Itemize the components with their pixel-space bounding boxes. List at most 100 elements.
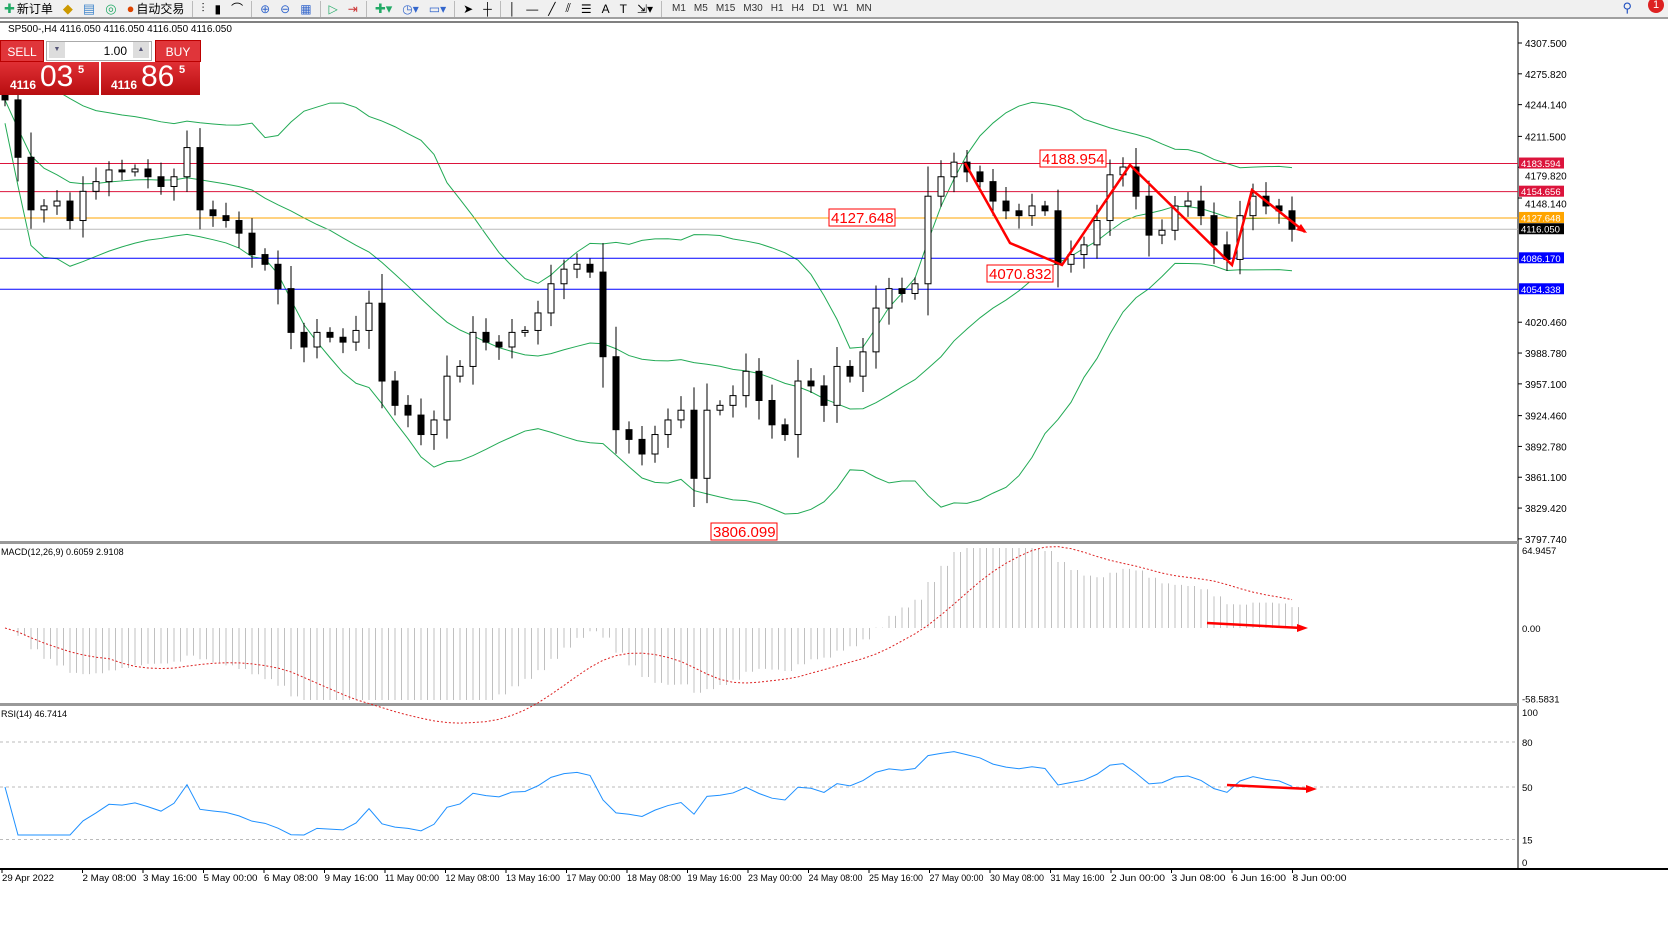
- timeframe-w1[interactable]: W1: [833, 3, 849, 14]
- new-order-button[interactable]: ✚ 新订单: [4, 0, 53, 17]
- one-click-trading-panel: SELL 1.00 ▼ ▲ BUY 4116 03 5 4116 86 5: [0, 40, 202, 95]
- candle: [599, 243, 607, 388]
- pane-separator: [0, 703, 1518, 706]
- channel-button[interactable]: ⫽: [563, 0, 572, 17]
- vertical-line-icon: │: [508, 1, 517, 16]
- macd-axis-label: 0.00: [1522, 624, 1541, 635]
- diamond-icon: ◆: [62, 0, 73, 16]
- arrows-button[interactable]: ⇲▾: [635, 0, 655, 17]
- candle-body: [1145, 195, 1153, 236]
- price-level-tag: [1519, 252, 1564, 264]
- terminal-button[interactable]: ▤: [81, 0, 97, 17]
- candle-body: [235, 220, 243, 234]
- candle-body: [79, 190, 87, 222]
- crosshair-icon: ┼: [483, 1, 492, 16]
- candle: [261, 248, 269, 271]
- candle-body: [222, 215, 230, 222]
- notification-badge[interactable]: 1: [1648, 0, 1664, 13]
- fibonacci-button[interactable]: ☰: [579, 0, 594, 17]
- sell-button[interactable]: SELL: [0, 40, 44, 62]
- candle: [456, 360, 464, 383]
- time-label: 11 May 00:00: [385, 873, 439, 884]
- vertical-line-button[interactable]: │: [507, 0, 519, 17]
- price-level-tag: [1519, 223, 1564, 235]
- price-level-label: 4183.594: [1521, 159, 1561, 170]
- candle-body: [352, 329, 360, 343]
- label-button[interactable]: T: [618, 0, 629, 17]
- candle: [92, 167, 100, 200]
- time-label: 9 May 16:00: [325, 873, 379, 884]
- tile-windows-button[interactable]: ▦: [298, 0, 313, 17]
- candle: [807, 368, 815, 393]
- candle-body: [768, 399, 776, 426]
- zoom-in-button[interactable]: ⊕: [258, 0, 272, 17]
- search-icon[interactable]: ⚲: [1622, 0, 1632, 15]
- candle: [157, 162, 165, 195]
- grid-icon: ▦: [300, 1, 312, 16]
- buy-button[interactable]: BUY: [155, 40, 201, 62]
- timeframe-m15[interactable]: M15: [715, 3, 736, 14]
- timeframe-mn[interactable]: MN: [856, 3, 872, 14]
- templates-button[interactable]: ▭▾: [427, 0, 448, 17]
- timeframe-m30[interactable]: M30: [743, 3, 763, 14]
- candle-body: [1067, 254, 1075, 265]
- timeframe-m5[interactable]: M5: [693, 3, 708, 14]
- candle-body: [365, 302, 373, 331]
- indicators-button[interactable]: ✚▾: [373, 0, 394, 17]
- candle-body: [781, 424, 789, 436]
- auto-trading-button[interactable]: ● 自动交易: [126, 1, 185, 16]
- timeframe-h4[interactable]: H4: [791, 3, 805, 14]
- cursor-button[interactable]: ➤: [461, 0, 475, 17]
- candle-body: [508, 331, 516, 348]
- horizontal-line-button[interactable]: —: [524, 0, 540, 17]
- candle: [339, 328, 347, 354]
- candle: [53, 190, 61, 215]
- chart-shift-button[interactable]: ⇥: [346, 0, 360, 17]
- time-label: 31 May 16:00: [1051, 873, 1105, 884]
- line-chart-button[interactable]: ⌒: [229, 0, 245, 17]
- rsi-line: [4, 751, 1293, 836]
- candle-body: [443, 375, 451, 421]
- macd-label: MACD(12,26,9) 0.6059 2.9108: [1, 547, 124, 557]
- horizontal-line-icon: —: [526, 1, 539, 16]
- candle-body: [378, 302, 386, 382]
- crosshair-button[interactable]: ┼: [481, 0, 494, 17]
- price-tick-label: 3829.420: [1525, 504, 1567, 515]
- arrow-head-icon: [1296, 224, 1307, 233]
- candle-body: [859, 351, 867, 377]
- time-label: 2 Jun 00:00: [1111, 873, 1165, 884]
- candle: [534, 300, 542, 345]
- candle-body: [742, 370, 750, 397]
- text-button[interactable]: A: [600, 0, 612, 17]
- periods-button[interactable]: ◷▾: [400, 0, 421, 17]
- trendline-icon: ╱: [548, 1, 556, 16]
- lot-increase-button[interactable]: ▲: [133, 42, 149, 58]
- bid-price[interactable]: 4116 03 5: [0, 60, 99, 95]
- candle-body: [1080, 244, 1088, 256]
- autoscroll-button[interactable]: ▷: [327, 0, 340, 17]
- candle-chart-button[interactable]: ▮: [212, 0, 223, 17]
- lot-decrease-button[interactable]: ▼: [49, 42, 65, 58]
- zoom-out-button[interactable]: ⊖: [278, 0, 292, 17]
- time-label: 19 May 16:00: [688, 873, 742, 884]
- time-label: 27 May 00:00: [930, 873, 984, 884]
- candle: [625, 421, 633, 454]
- timeframe-d1[interactable]: D1: [812, 3, 826, 14]
- ask-price[interactable]: 4116 86 5: [101, 60, 200, 95]
- lot-size-input[interactable]: 1.00: [46, 41, 152, 61]
- price-level-tag: [1519, 211, 1564, 223]
- channel-icon: ⫽: [565, 1, 571, 15]
- timeframe-h1[interactable]: H1: [770, 3, 784, 14]
- candle-body: [53, 200, 61, 207]
- metaeditor-button[interactable]: ◆: [61, 0, 75, 17]
- candle: [885, 277, 893, 325]
- signals-button[interactable]: ◎: [103, 0, 118, 17]
- bar-chart-button[interactable]: ⫶: [199, 0, 206, 17]
- candle: [144, 159, 152, 189]
- price-level-label: 4086.170: [1521, 254, 1561, 265]
- timeframe-m1[interactable]: M1: [672, 3, 686, 14]
- candle-body: [144, 168, 152, 178]
- candle-body: [326, 331, 334, 338]
- trendline-button[interactable]: ╱: [546, 0, 557, 17]
